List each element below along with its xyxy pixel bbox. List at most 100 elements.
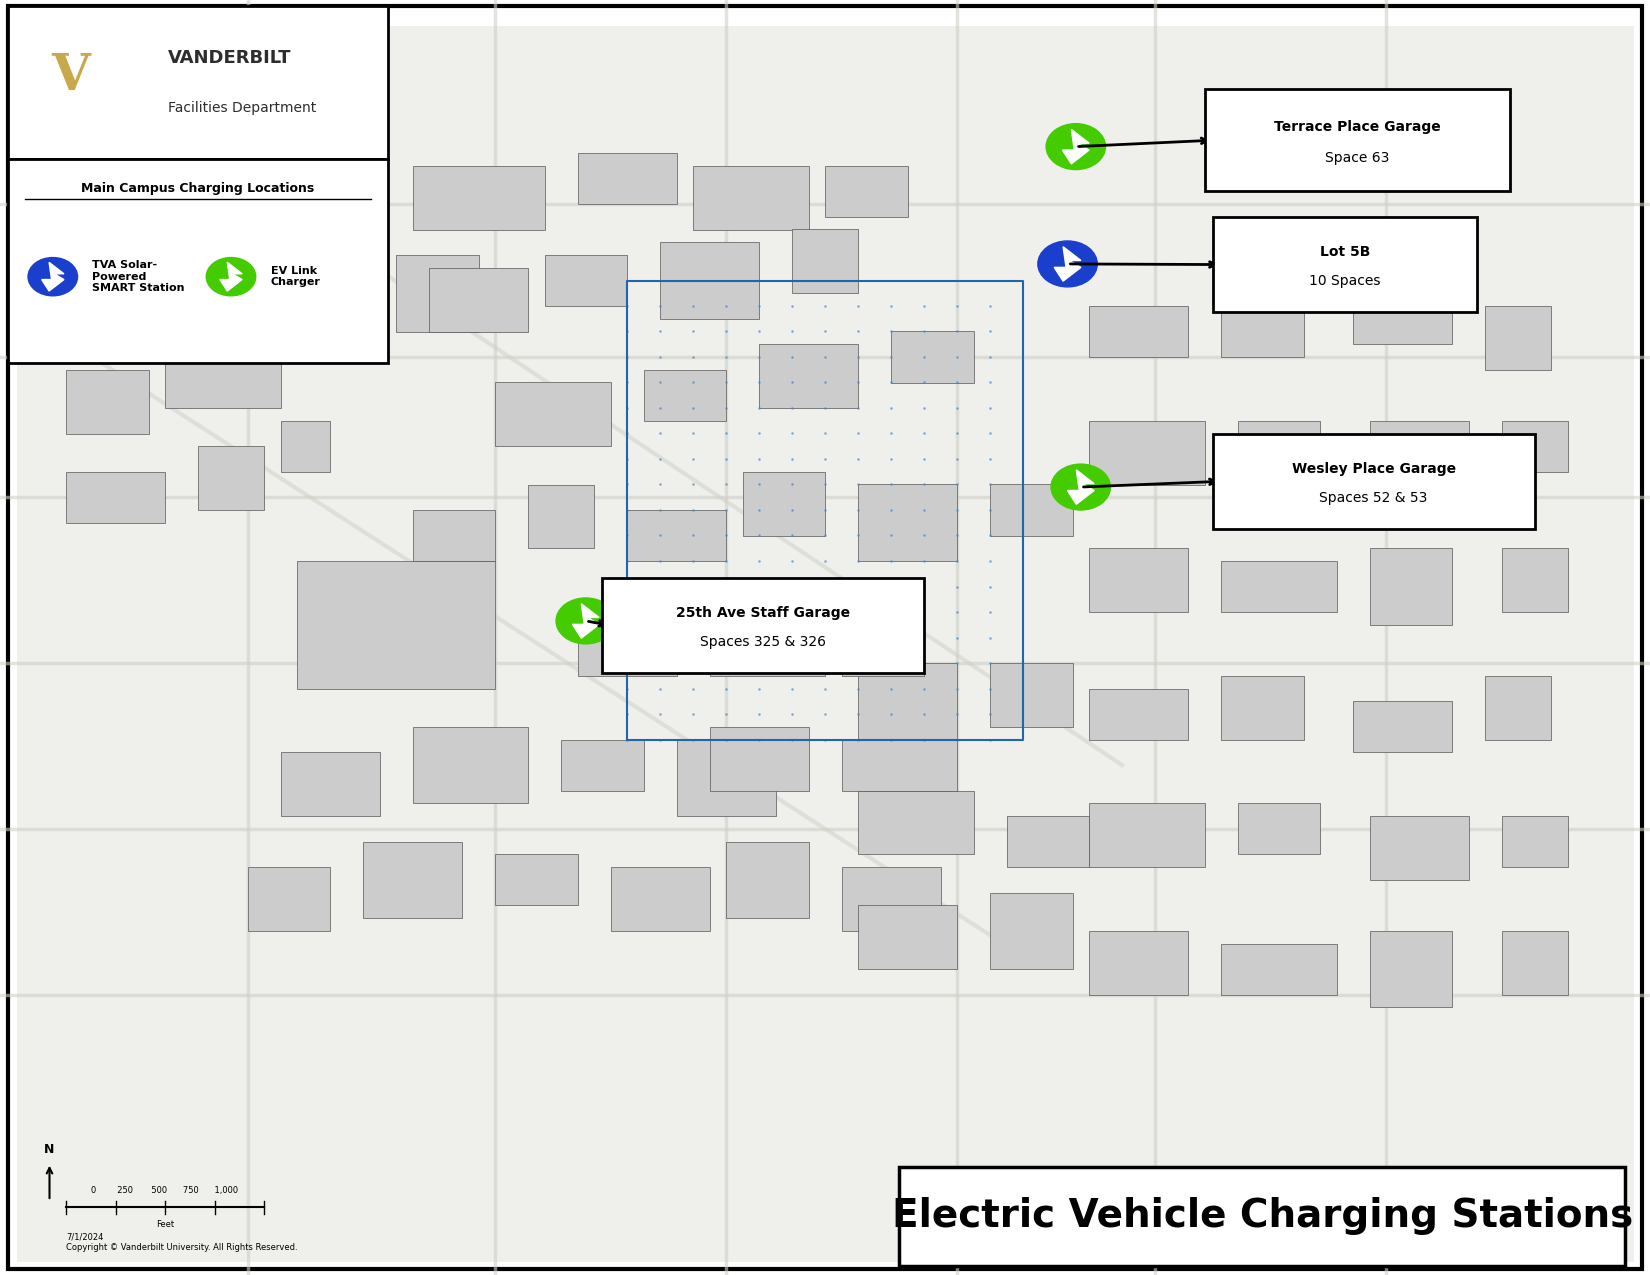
Bar (495, 382, 610, 446)
Text: Feet: Feet (157, 1220, 173, 1229)
Bar (693, 166, 808, 230)
Bar (1089, 306, 1188, 357)
Circle shape (1046, 124, 1106, 170)
Text: TVA Solar-
Powered
SMART Station: TVA Solar- Powered SMART Station (92, 260, 185, 293)
Bar (1221, 293, 1304, 357)
Bar (990, 484, 1072, 536)
Text: 7/1/2024
Copyright © Vanderbilt University. All Rights Reserved.: 7/1/2024 Copyright © Vanderbilt Universi… (66, 1233, 297, 1252)
FancyBboxPatch shape (1213, 217, 1477, 312)
Polygon shape (1054, 247, 1081, 282)
Bar (396, 255, 478, 332)
Bar (1006, 816, 1089, 867)
Bar (1502, 421, 1567, 472)
Bar (710, 612, 825, 676)
Bar (1221, 944, 1336, 994)
Bar (314, 242, 380, 280)
Bar (1485, 306, 1551, 370)
FancyBboxPatch shape (8, 159, 388, 363)
Bar (66, 268, 165, 319)
Bar (1238, 421, 1320, 472)
Bar (66, 370, 148, 434)
Bar (182, 255, 264, 293)
Text: Spaces 52 & 53: Spaces 52 & 53 (1320, 491, 1427, 505)
Bar (363, 842, 462, 918)
Bar (561, 740, 644, 790)
Bar (710, 727, 808, 790)
Bar (495, 854, 578, 905)
Circle shape (1051, 464, 1110, 510)
FancyBboxPatch shape (1204, 89, 1510, 191)
Bar (842, 625, 924, 676)
Bar (742, 472, 825, 536)
Bar (1238, 803, 1320, 854)
Bar (1353, 293, 1452, 344)
Polygon shape (1063, 130, 1089, 163)
Bar (429, 268, 528, 332)
Polygon shape (219, 263, 243, 291)
FancyBboxPatch shape (602, 578, 924, 673)
Bar (1370, 421, 1468, 484)
Polygon shape (573, 604, 599, 639)
Text: Space 63: Space 63 (1325, 152, 1389, 164)
FancyBboxPatch shape (8, 6, 1642, 1269)
Text: EV Link
Charger: EV Link Charger (271, 266, 320, 287)
Bar (280, 421, 330, 472)
Text: V: V (51, 52, 91, 101)
FancyBboxPatch shape (8, 6, 388, 159)
Bar (792, 230, 858, 293)
Bar (1089, 421, 1204, 484)
Bar (676, 740, 776, 816)
Bar (1089, 803, 1204, 867)
Bar (198, 446, 264, 510)
Bar (1502, 816, 1567, 867)
Bar (990, 663, 1072, 727)
Bar (1089, 688, 1188, 739)
Circle shape (206, 258, 256, 296)
Bar (578, 612, 676, 676)
Bar (412, 166, 544, 230)
Bar (990, 892, 1072, 969)
Bar (165, 357, 280, 408)
Bar (610, 867, 710, 931)
Text: VANDERBILT: VANDERBILT (168, 48, 292, 66)
Bar (1221, 561, 1336, 612)
Bar (858, 905, 957, 969)
Text: Spaces 325 & 326: Spaces 325 & 326 (700, 635, 827, 649)
Bar (1089, 931, 1188, 994)
Text: 25th Ave Staff Garage: 25th Ave Staff Garage (676, 606, 850, 620)
Text: Wesley Place Garage: Wesley Place Garage (1292, 462, 1455, 476)
Bar (1089, 548, 1188, 612)
Polygon shape (41, 263, 64, 291)
Text: Lot 5B: Lot 5B (1320, 245, 1369, 259)
Text: N: N (45, 1144, 54, 1156)
Bar (759, 344, 858, 408)
Text: Main Campus Charging Locations: Main Campus Charging Locations (81, 182, 315, 195)
Circle shape (1038, 241, 1097, 287)
Text: 0        250       500      750      1,000: 0 250 500 750 1,000 (91, 1186, 239, 1195)
Bar (1485, 676, 1551, 739)
Text: Facilities Department: Facilities Department (168, 101, 317, 115)
Bar (280, 752, 380, 816)
Text: Electric Vehicle Charging Stations: Electric Vehicle Charging Stations (891, 1197, 1634, 1235)
Bar (660, 242, 759, 319)
Bar (1353, 701, 1452, 752)
Bar (297, 561, 495, 688)
Bar (412, 510, 495, 561)
FancyBboxPatch shape (899, 1167, 1625, 1266)
Bar (825, 166, 908, 217)
Circle shape (556, 598, 615, 644)
Bar (1502, 931, 1567, 994)
Bar (578, 153, 676, 204)
Bar (858, 663, 957, 739)
Bar (891, 332, 974, 382)
Bar (627, 510, 726, 561)
Bar (842, 740, 957, 790)
Bar (1502, 548, 1567, 612)
Text: 10 Spaces: 10 Spaces (1308, 274, 1381, 288)
Bar (1370, 548, 1452, 625)
Bar (1370, 931, 1452, 1007)
Bar (858, 484, 957, 561)
Polygon shape (1068, 470, 1094, 504)
Circle shape (28, 258, 78, 296)
Text: Terrace Place Garage: Terrace Place Garage (1274, 120, 1440, 134)
